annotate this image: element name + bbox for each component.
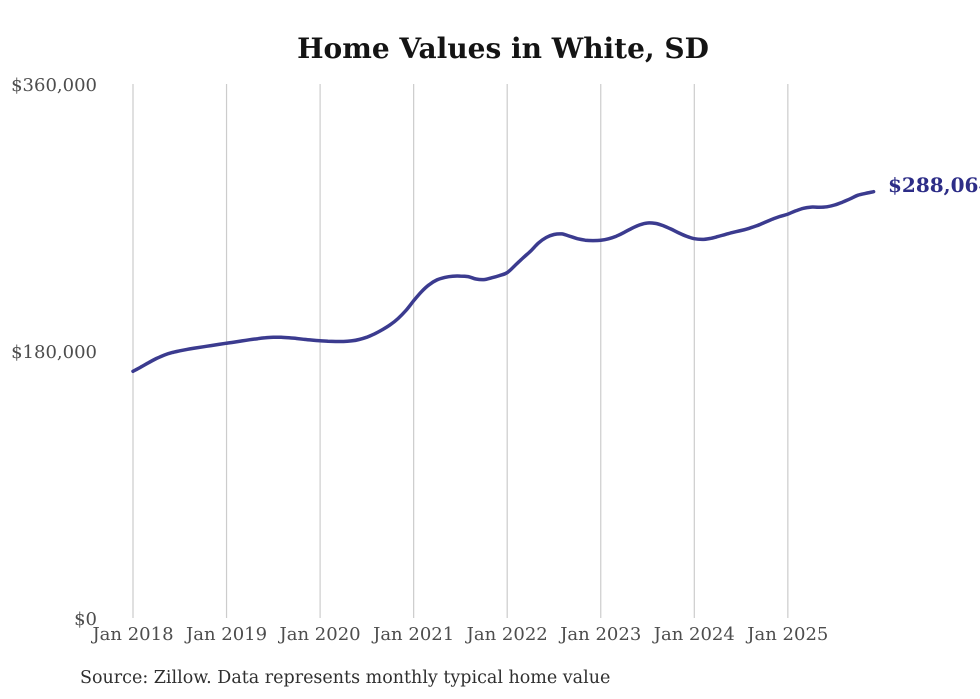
current-value-label: $288,064 (888, 173, 980, 197)
x-tick-label: Jan 2023 (558, 624, 641, 645)
x-tick-label: Jan 2024 (652, 624, 735, 645)
source-note: Source: Zillow. Data represents monthly … (80, 668, 610, 688)
y-tick-label: $360,000 (11, 75, 97, 96)
x-axis-tick-labels: Jan 2018 Jan 2019 Jan 2020 Jan 2021 Jan 2022… (90, 624, 828, 645)
y-tick-label: $0 (74, 609, 97, 630)
chart-title: Home Values in White, SD (297, 32, 709, 65)
x-tick-label: Jan 2025 (745, 624, 828, 645)
x-tick-label: Jan 2018 (90, 624, 173, 645)
x-tick-label: Jan 2022 (465, 624, 548, 645)
x-tick-label: Jan 2019 (184, 624, 267, 645)
y-axis-tick-labels: $0 $180,000 $360,000 (11, 75, 97, 630)
x-tick-label: Jan 2021 (371, 624, 454, 645)
gridlines (132, 84, 789, 618)
home-value-line-series (131, 189, 876, 374)
x-tick-label: Jan 2020 (278, 624, 361, 645)
y-tick-label: $180,000 (11, 342, 97, 363)
